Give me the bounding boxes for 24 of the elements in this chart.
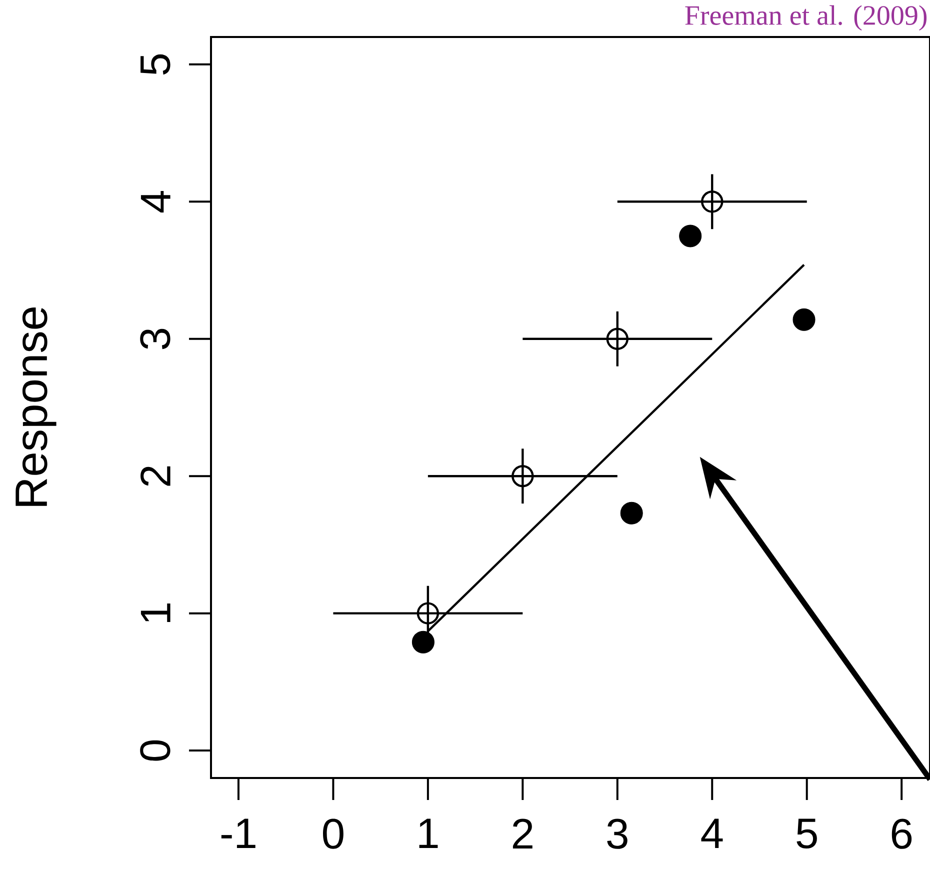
x-tick-label: 2 bbox=[512, 818, 532, 848]
text: Freeman et al. (2009) bbox=[685, 5, 927, 31]
x-tick-label: 5 bbox=[796, 818, 817, 848]
x-tick-label: 3 bbox=[607, 818, 628, 849]
point bbox=[606, 328, 628, 350]
x-tick-label: -1 bbox=[221, 818, 256, 848]
x-tick-label: 0 bbox=[323, 818, 344, 849]
point bbox=[620, 502, 643, 524]
x-tick-label: 6 bbox=[892, 818, 912, 849]
x-tick-label: 1 bbox=[419, 818, 438, 848]
y-tick-label: 1 bbox=[140, 604, 170, 622]
y-tick-label: 5 bbox=[140, 54, 170, 75]
point bbox=[416, 602, 440, 624]
y-tick-label: 3 bbox=[140, 328, 170, 350]
point bbox=[512, 464, 534, 488]
point bbox=[679, 224, 702, 248]
y-tick-label: 4 bbox=[140, 191, 170, 213]
point bbox=[412, 630, 434, 654]
point bbox=[792, 308, 816, 331]
point bbox=[701, 190, 724, 213]
y-tick-label: 2 bbox=[140, 466, 170, 486]
y-axis-title: Response bbox=[16, 307, 56, 506]
x-tick-label: 4 bbox=[701, 818, 723, 848]
y-tick-label: 0 bbox=[140, 740, 170, 761]
